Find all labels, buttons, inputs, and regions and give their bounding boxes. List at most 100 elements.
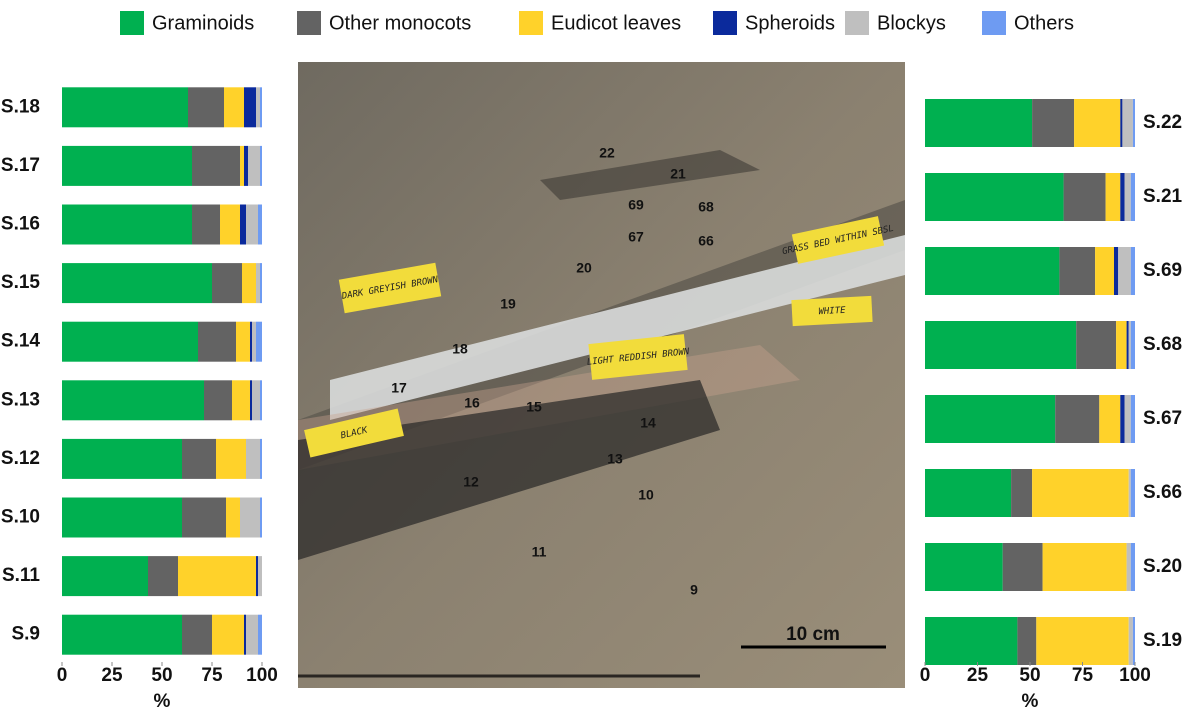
bar-segment (192, 204, 220, 245)
legend-swatch (519, 11, 543, 35)
bar-segment (198, 321, 236, 362)
bar-segment (1116, 321, 1127, 369)
bar-segment (178, 556, 256, 597)
bar-segment (925, 469, 1012, 517)
bar-segment (256, 263, 260, 304)
bar-segment (1105, 173, 1121, 221)
bar-segment (1074, 99, 1121, 147)
photo-card: WHITE (791, 295, 873, 327)
legend-swatch (297, 11, 321, 35)
bar-segment (1118, 247, 1131, 295)
black-layer (298, 380, 720, 560)
sample-number: 12 (463, 474, 479, 490)
bar-segment (182, 497, 226, 538)
site-photo: 22 21 69 68 67 66 20 19 18 17 16 15 14 13 12 10 11 9 DARK … (298, 62, 905, 688)
legend-swatch (845, 11, 869, 35)
bar-segment (256, 321, 262, 362)
category-label: S.14 (1, 331, 41, 352)
bar-segment (1126, 321, 1129, 369)
bar-segment (62, 145, 192, 186)
photo-card: DARK GREYISH BROWN (338, 262, 442, 314)
bar-segment (62, 614, 182, 655)
bar-segment (1059, 247, 1096, 295)
sample-number: 15 (526, 399, 542, 415)
x-axis-label: % (154, 691, 171, 712)
sample-number: 17 (391, 380, 407, 396)
scale-bar-label: 10 cm (786, 624, 840, 645)
bar-segment (204, 380, 232, 421)
category-label: S.20 (1143, 556, 1182, 577)
bar-segment (260, 497, 262, 538)
card-text: WHITE (818, 306, 846, 317)
sample-number: 9 (690, 582, 698, 598)
bar-segment (62, 204, 192, 245)
bar-segment (925, 99, 1033, 147)
category-label: S.18 (1, 96, 40, 117)
bar-segment (1124, 173, 1131, 221)
sample-number: 22 (599, 145, 615, 161)
legend-swatch (713, 11, 737, 35)
x-axis-label: % (1022, 691, 1039, 712)
legend-label: Spheroids (745, 12, 835, 34)
category-label: S.10 (1, 507, 40, 528)
bar-segment (232, 380, 250, 421)
bar-segment (256, 87, 260, 128)
bar-segment (252, 380, 260, 421)
bar-segment (1130, 395, 1135, 443)
category-label: S.17 (1, 155, 40, 176)
x-tick-label: 0 (57, 665, 68, 686)
category-label: S.67 (1143, 408, 1182, 429)
sample-number: 67 (628, 229, 644, 245)
sample-number: 18 (452, 341, 468, 357)
bar-segment (1130, 247, 1135, 295)
bar-segment (220, 204, 240, 245)
bar-segment (258, 204, 262, 245)
bar-segment (1032, 99, 1075, 147)
legend-label: Eudicot leaves (551, 12, 681, 34)
bar-segment (244, 87, 256, 128)
bar-segment (182, 438, 216, 479)
bar-segment (244, 145, 248, 186)
bar-segment (258, 614, 262, 655)
bar-segment (260, 145, 262, 186)
bar-segment (260, 438, 262, 479)
bar-segment (62, 556, 148, 597)
category-label: S.15 (1, 272, 41, 293)
bar-segment (1130, 173, 1135, 221)
bar-segment (1132, 617, 1135, 665)
legend-label: Graminoids (152, 12, 254, 34)
bar-segment (216, 438, 246, 479)
bar-segment (256, 556, 258, 597)
sample-number: 69 (628, 197, 644, 213)
dark-lens (540, 150, 760, 200)
bar-segment (62, 497, 182, 538)
bar-segment (248, 145, 260, 186)
bar-segment (62, 321, 198, 362)
bar-segment (62, 380, 204, 421)
bar-segment (212, 263, 242, 304)
category-label: S.69 (1143, 260, 1182, 281)
bar-segment (1130, 321, 1135, 369)
x-tick-label: 0 (920, 665, 931, 686)
card-background (791, 295, 873, 327)
photo-card: BLACK (304, 408, 404, 458)
bar-segment (1130, 543, 1135, 591)
bar-segment (925, 395, 1056, 443)
category-label: S.13 (1, 389, 40, 410)
sample-number: 68 (698, 199, 714, 215)
x-tick-label: 100 (1119, 665, 1151, 686)
bar-segment (62, 87, 188, 128)
bar-segment (1063, 173, 1106, 221)
sample-number: 19 (500, 296, 516, 312)
card-background (304, 408, 404, 458)
legend-swatch (982, 11, 1006, 35)
bar-segment (260, 380, 262, 421)
bar-segment (240, 145, 244, 186)
bar-segment (188, 87, 224, 128)
bar-segment (62, 263, 212, 304)
bar-segment (1017, 617, 1037, 665)
bar-segment (925, 321, 1077, 369)
bar-segment (1114, 247, 1119, 295)
bar-segment (925, 617, 1018, 665)
